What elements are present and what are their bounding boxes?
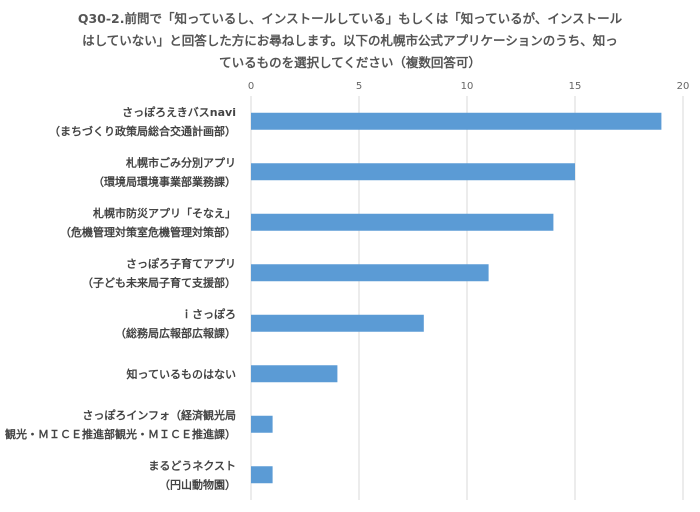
- x-tick-label: 15: [569, 81, 582, 92]
- bar: [251, 213, 554, 231]
- category-label: 知っているものはない: [126, 367, 236, 381]
- category-label: さっぽろインフォ（経済観光局: [82, 408, 236, 422]
- x-tick-label: 0: [248, 81, 254, 92]
- category-label: まるどうネクスト: [148, 459, 236, 472]
- bar: [251, 163, 575, 181]
- category-label: （危機管理対策室危機管理対策部）: [60, 225, 236, 239]
- category-label: （まちづくり政策局総合交通計画部）: [49, 124, 236, 138]
- bar: [251, 112, 662, 130]
- bar: [251, 415, 273, 433]
- bar: [251, 264, 489, 282]
- x-tick-label: 20: [677, 81, 690, 92]
- category-label: さっぽろえきバスnavi: [122, 105, 236, 119]
- category-label: ｉさっぽろ: [181, 307, 236, 321]
- x-tick-label: 10: [461, 81, 474, 92]
- x-tick-label: 5: [356, 81, 362, 92]
- category-label: （総務局広報部広報課）: [115, 326, 236, 340]
- category-label: さっぽろ子育てアプリ: [126, 256, 236, 270]
- bar: [251, 365, 338, 383]
- chart-title-line: はしていない」と回答した方にお尋ねします。以下の札幌市公式アプリケーションのうち…: [82, 33, 618, 48]
- chart-title-line: Q30-2.前問で「知っているし、インストールしている」もしくは「知っているが、…: [77, 11, 623, 26]
- chart-title-line: ているものを選択してください（複数回答可）: [219, 55, 481, 70]
- category-label: （円山動物園）: [159, 477, 236, 491]
- category-label: 札幌市防災アプリ「そなえ」: [92, 206, 236, 220]
- category-label: 札幌市ごみ分別アプリ: [125, 155, 236, 169]
- bar: [251, 314, 424, 332]
- category-label: （子ども未来局子育て支援部）: [82, 275, 236, 289]
- chart-title: Q30-2.前問で「知っているし、インストールしている」もしくは「知っているが、…: [0, 8, 700, 74]
- category-label: 観光・ＭＩＣＥ推進部観光・ＭＩＣＥ推進課）: [5, 427, 236, 441]
- bar: [251, 466, 273, 484]
- category-label: （環境局環境事業部業務課）: [93, 174, 236, 188]
